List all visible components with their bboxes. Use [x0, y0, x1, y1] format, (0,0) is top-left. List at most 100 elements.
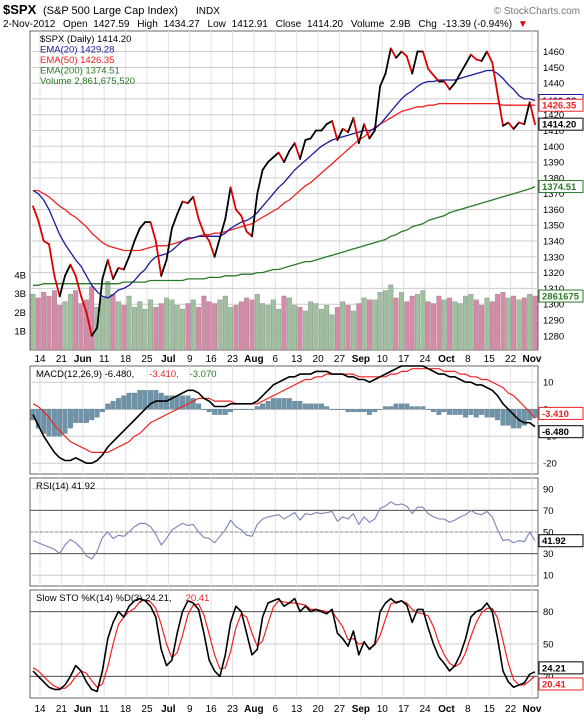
macd-histogram-bar	[249, 409, 255, 410]
macd-histogram-bar	[350, 409, 356, 413]
rsi-tick-label: 30	[543, 549, 554, 560]
price-tick-label: 1280	[543, 331, 564, 342]
macd-histogram-bar	[41, 409, 47, 434]
volume-bar	[233, 305, 239, 351]
volume-bar	[67, 294, 73, 351]
price-segment	[485, 50, 494, 64]
price-tick-label: 1370	[543, 189, 564, 200]
volume-bar	[260, 303, 266, 351]
x-axis-label: 21	[56, 704, 68, 715]
macd-histogram-bar	[180, 395, 185, 410]
sto-legend-entry: 20.41	[186, 593, 210, 604]
macd-histogram-bar	[281, 398, 287, 410]
macd-histogram-bar	[441, 409, 447, 413]
price-segment	[192, 195, 200, 220]
macd-histogram-bar	[110, 400, 116, 410]
x-axis-label: Aug	[244, 704, 263, 715]
price-segment	[160, 259, 168, 277]
macd-histogram-bar	[270, 398, 276, 410]
macd-histogram-bar	[196, 403, 202, 410]
macd-histogram-bar	[473, 409, 479, 418]
price-segment	[341, 127, 350, 134]
macd-histogram-bar	[383, 406, 388, 410]
volume-bar	[206, 301, 212, 351]
macd-histogram-bar	[377, 409, 383, 410]
volume-bar	[468, 294, 474, 351]
price-segment	[512, 121, 520, 130]
macd-histogram-bar	[495, 409, 501, 421]
volume-bar	[511, 295, 517, 351]
volume-bar	[212, 303, 218, 351]
price-segment	[518, 121, 526, 126]
volume-bar	[393, 297, 399, 351]
ema50-badge-box	[538, 98, 584, 112]
volume-bar	[447, 297, 453, 351]
volume-badge: 2861675	[542, 292, 580, 303]
macd-histogram-bar	[62, 409, 68, 434]
macd-legend-entry: -3.070	[190, 369, 217, 380]
volume-bar	[217, 299, 223, 351]
volume-bar	[41, 292, 47, 351]
price-segment	[363, 123, 371, 140]
macd-histogram-bar	[436, 409, 442, 415]
volume-tick-label: 3B	[14, 289, 26, 300]
sto-d-badge-box	[538, 677, 584, 691]
macd-histogram-bar	[479, 409, 485, 415]
chg-value: -13.39 (-0.94%)	[443, 19, 512, 30]
price-segment	[395, 50, 403, 59]
rsi-badge: 41.92	[542, 536, 566, 547]
macd-histogram-bar	[425, 409, 431, 410]
macd-histogram-bar	[276, 398, 282, 410]
high-value: 1434.27	[164, 19, 201, 30]
volume-bar	[521, 297, 527, 351]
sto-k-badge: 24.21	[542, 663, 566, 674]
price-segment	[80, 295, 88, 314]
ema20-line	[32, 69, 536, 299]
x-axis-label: 13	[291, 354, 303, 365]
rsi-tick-label: 50	[543, 528, 554, 539]
macd-signal-badge: -3.410	[542, 409, 569, 420]
macd-histogram-bar	[297, 400, 303, 410]
price-segment	[325, 120, 334, 126]
volume-bar	[115, 301, 121, 351]
x-axis-label: 11	[99, 704, 110, 715]
sto-k-line	[32, 597, 536, 693]
price-segment	[453, 72, 462, 84]
macd-histogram-bar	[345, 409, 351, 413]
rsi-tick-label: 90	[543, 484, 554, 495]
volume-bar	[516, 299, 522, 351]
macd-histogram-bar	[212, 409, 218, 415]
rsi-tick-label: 10	[543, 571, 554, 582]
volume-bar	[276, 308, 282, 351]
ema50-line	[33, 102, 535, 252]
macd-histogram-bar	[318, 403, 324, 410]
macd-histogram-bar	[222, 409, 228, 415]
rsi-tick-label: 70	[543, 506, 554, 517]
volume-bar	[334, 307, 340, 351]
macd-histogram-bar	[121, 395, 127, 410]
macd-histogram-bar	[409, 406, 415, 410]
x-axis-label: Sep	[352, 354, 370, 365]
sto-tick-label: 50	[543, 640, 554, 651]
rsi-badge-box	[538, 534, 584, 548]
volume-bar	[121, 305, 127, 351]
price-segment	[197, 217, 205, 235]
x-axis-label: 22	[505, 704, 517, 715]
open-value: 1427.59	[93, 19, 130, 30]
volume-bar	[313, 303, 319, 351]
x-axis-label: 20	[313, 704, 325, 715]
volume-bar	[137, 301, 143, 351]
price-segment	[304, 137, 312, 141]
volume-bar	[484, 297, 490, 351]
price-segment	[58, 274, 66, 298]
price-tick-label: 1320	[543, 268, 564, 279]
macd-histogram-bar	[238, 409, 244, 410]
volume-bar	[153, 307, 159, 351]
sto-d-badge: 20.41	[542, 679, 566, 690]
x-axis-label: 10	[377, 354, 389, 365]
x-axis-label: 8	[465, 354, 471, 365]
volume-bar	[404, 301, 410, 351]
macd-histogram-bar	[324, 406, 330, 410]
price-segment	[448, 82, 456, 91]
